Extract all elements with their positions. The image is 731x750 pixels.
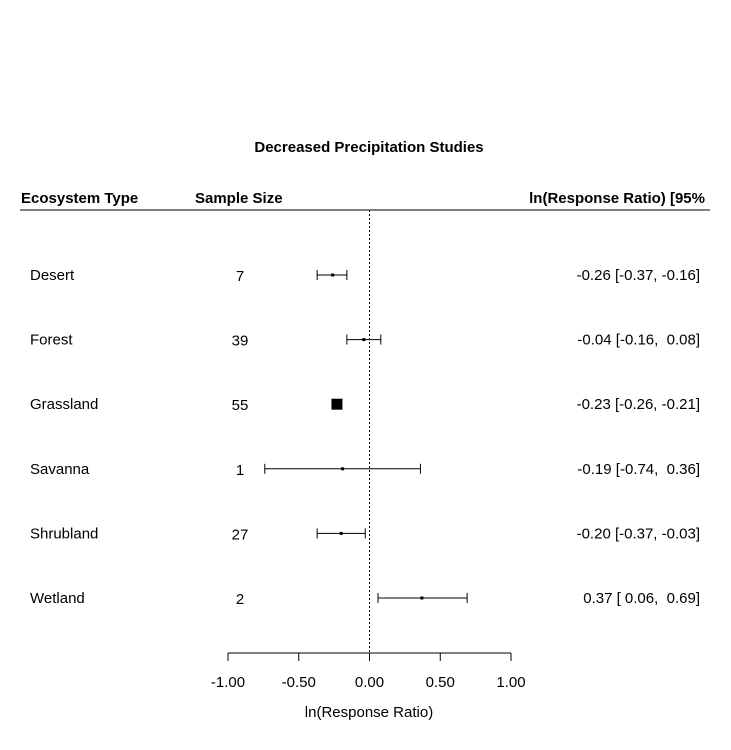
x-tick-label: -1.00 — [211, 674, 245, 691]
x-tick-label: 1.00 — [496, 674, 525, 691]
x-tick-label: -0.50 — [282, 674, 316, 691]
sample-size-value: 27 — [232, 526, 249, 543]
effect-ci-label: -0.23 [-0.26, -0.21] — [577, 396, 700, 413]
point-estimate — [362, 338, 366, 342]
forest-row: Wetland 2 0.37 [ 0.06, 0.69] — [30, 590, 700, 608]
x-axis-label: ln(Response Ratio) — [305, 704, 433, 721]
header-effect-size: ln(Response Ratio) [95% — [529, 190, 705, 207]
forest-row: Shrubland 27 -0.20 [-0.37, -0.03] — [30, 525, 700, 543]
point-estimate — [420, 596, 424, 600]
effect-ci-label: -0.26 [-0.37, -0.16] — [577, 267, 700, 284]
point-estimate — [331, 398, 343, 410]
sample-size-value: 1 — [236, 462, 244, 479]
ecosystem-label: Forest — [30, 332, 73, 349]
ecosystem-label: Desert — [30, 267, 75, 284]
effect-ci-label: -0.19 [-0.74, 0.36] — [577, 461, 700, 478]
ecosystem-label: Grassland — [30, 396, 98, 413]
effect-ci-label: -0.04 [-0.16, 0.08] — [577, 332, 700, 349]
forest-row: Savanna 1 -0.19 [-0.74, 0.36] — [30, 461, 700, 479]
sample-size-value: 39 — [232, 333, 249, 350]
point-estimate — [339, 531, 343, 535]
forest-row: Desert 7 -0.26 [-0.37, -0.16] — [30, 267, 700, 285]
point-estimate — [341, 467, 345, 471]
effect-ci-label: 0.37 [ 0.06, 0.69] — [579, 590, 700, 607]
x-tick-label: 0.50 — [426, 674, 455, 691]
sample-size-value: 2 — [236, 591, 244, 608]
ecosystem-label: Shrubland — [30, 525, 98, 542]
forest-row: Forest 39 -0.04 [-0.16, 0.08] — [30, 332, 700, 350]
ecosystem-label: Wetland — [30, 590, 85, 607]
header-ecosystem-type: Ecosystem Type — [21, 190, 138, 207]
forest-row: Grassland 55 -0.23 [-0.26, -0.21] — [30, 396, 700, 414]
sample-size-value: 7 — [236, 268, 244, 285]
x-tick-label: 0.00 — [355, 674, 384, 691]
chart-title: Decreased Precipitation Studies — [254, 139, 483, 156]
effect-ci-label: -0.20 [-0.37, -0.03] — [577, 525, 700, 542]
ecosystem-label: Savanna — [30, 461, 90, 478]
point-estimate — [331, 273, 335, 277]
sample-size-value: 55 — [232, 397, 249, 414]
header-sample-size: Sample Size — [195, 190, 283, 207]
